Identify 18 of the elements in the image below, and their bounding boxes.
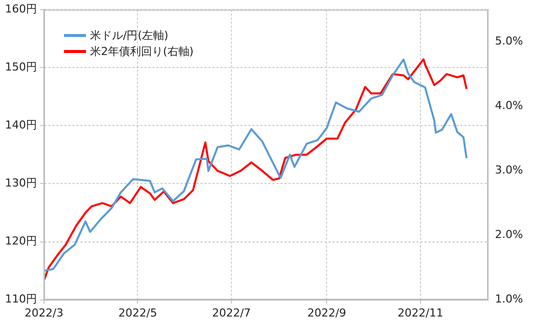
y2-tick-label: 5.0% <box>495 34 524 48</box>
x-tick-label: 2022/11 <box>398 306 444 320</box>
y-tick-label: 150円 <box>4 60 37 74</box>
y-tick-label: 130円 <box>4 176 37 190</box>
y2-tick-label: 4.0% <box>495 99 524 112</box>
y2-tick-label: 2.0% <box>495 228 524 242</box>
y-tick-label: 160円 <box>4 2 37 16</box>
x-tick-label: 2022/3 <box>24 306 64 320</box>
x-tick-label: 2022/7 <box>212 306 251 320</box>
x-tick-label: 2022/9 <box>307 306 346 320</box>
legend-label: 米ドル/円(左軸) <box>90 28 168 44</box>
y-tick-label: 120円 <box>4 234 37 248</box>
y-tick-label: 140円 <box>4 118 37 132</box>
y2-tick-label: 3.0% <box>495 164 524 177</box>
y-tick-label: 110円 <box>4 292 37 306</box>
x-tick-label: 2022/5 <box>118 306 158 320</box>
legend-label: 米2年債利回り(右軸) <box>90 44 194 60</box>
y2-tick-label: 1.0% <box>495 292 524 306</box>
